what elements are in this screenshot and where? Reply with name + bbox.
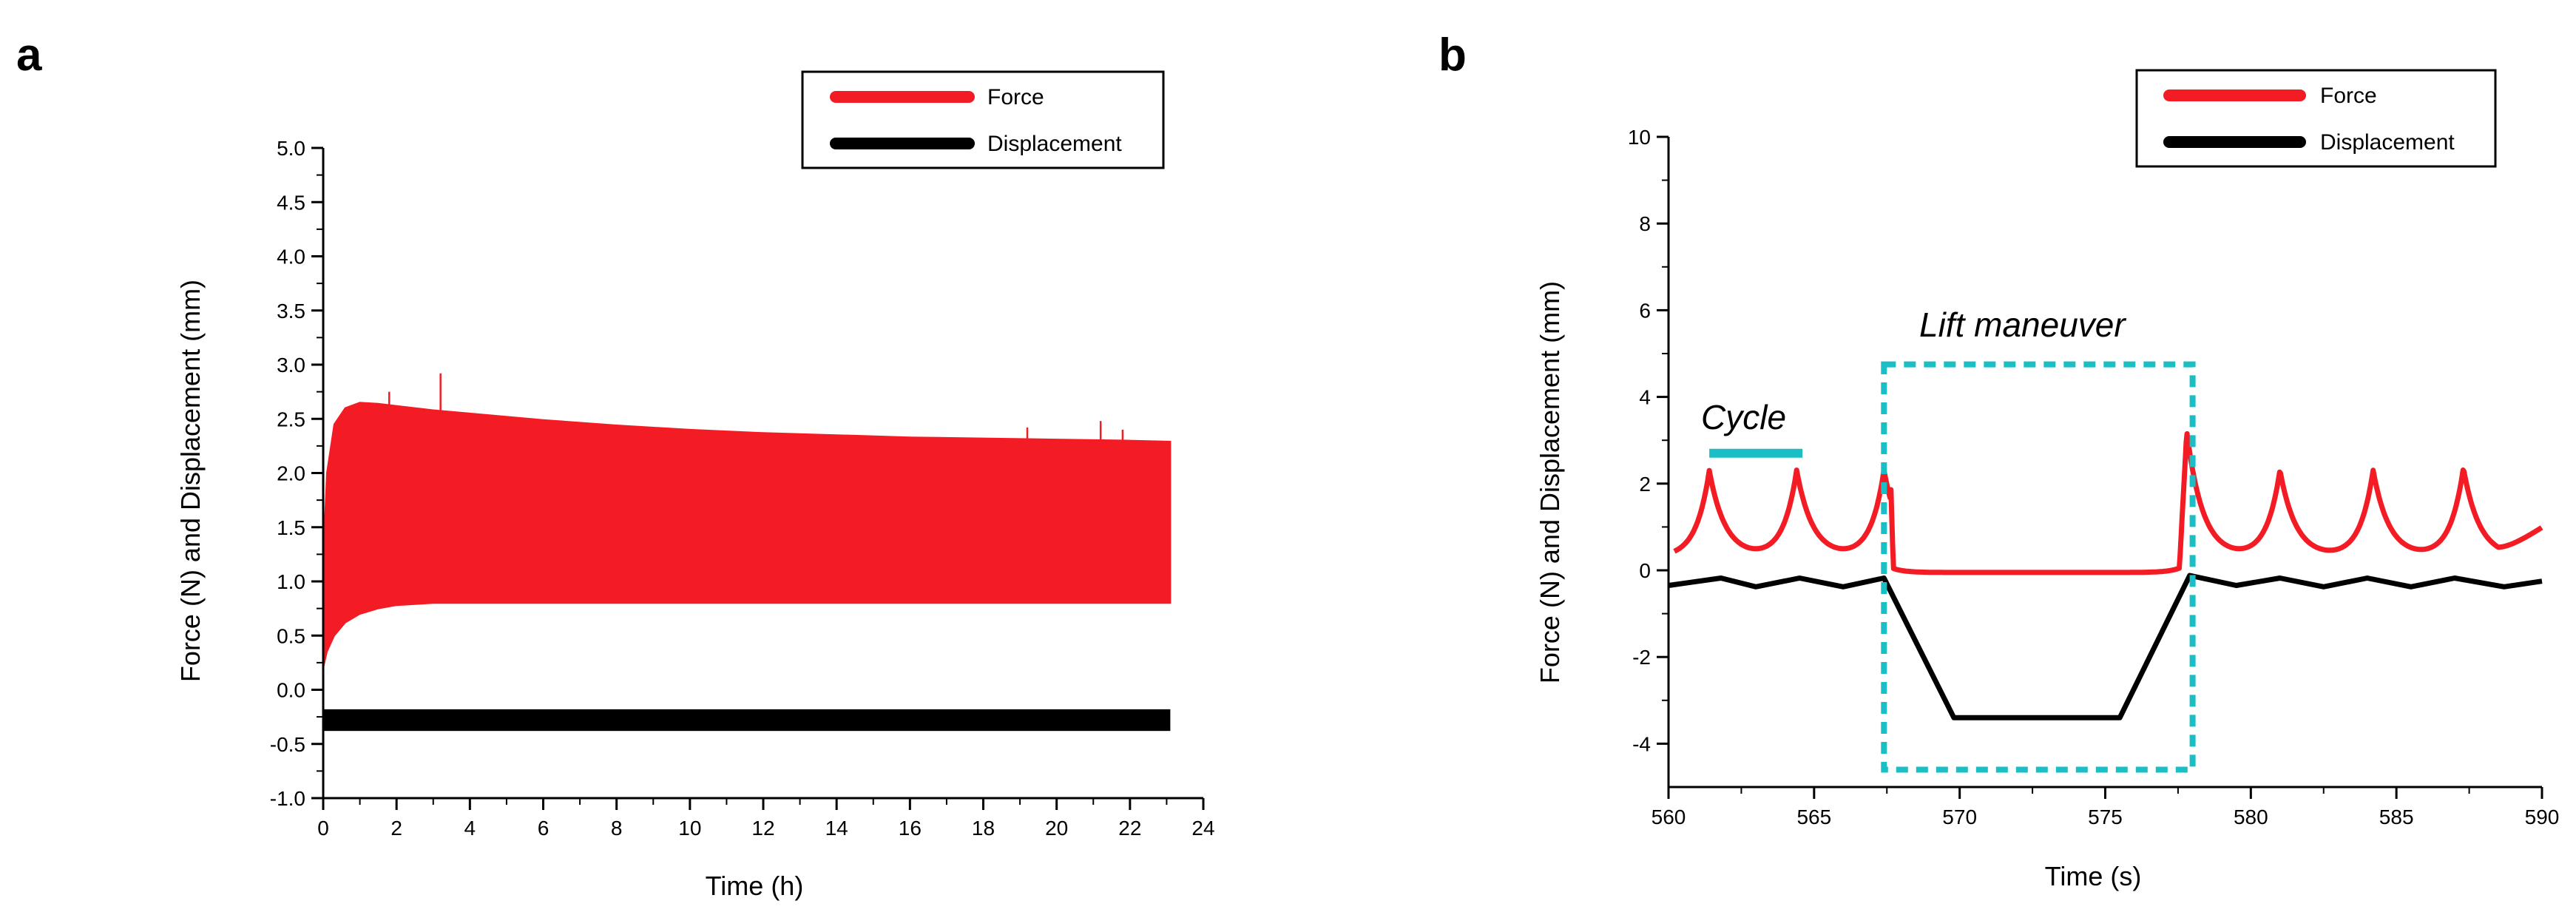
chart-b-x-axis-title: Time (s) [2045, 861, 2142, 891]
chart-a-y-tick-label: 0.5 [277, 624, 305, 647]
chart-b-x-tick-label: 570 [1942, 806, 1977, 828]
chart-a-y-tick-label: -1.0 [270, 787, 305, 810]
chart-b-y-axis-title: Force (N) and Displacement (mm) [1535, 281, 1565, 683]
chart-b-series-displacement-line [1668, 573, 2543, 720]
chart-b-y-tick-label: 10 [1628, 126, 1651, 149]
chart-a-x-tick-label: 20 [1045, 817, 1068, 840]
chart-a-legend-box [801, 70, 1165, 169]
chart-a-y-axis-title: Force (N) and Displacement (mm) [175, 280, 206, 682]
chart-a-y-tick-label: 2.0 [277, 462, 305, 485]
chart-a-legend: Force Displacement [801, 70, 1165, 169]
chart-a-axes: 0 2 4 6 8 10 12 14 16 18 20 22 24-1.0-0.50.00.51.01.… [270, 137, 1215, 840]
chart-a-plot-area [322, 373, 1172, 732]
chart-a: 0 2 4 6 8 10 12 14 16 18 20 22 24-1.0-0.50.00.51.01.… [175, 70, 1215, 901]
chart-b-legend: Force Displacement [2135, 69, 2497, 168]
chart-a-y-tick-label: 2.5 [277, 408, 305, 431]
chart-a-x-tick-label: 14 [825, 817, 848, 840]
chart-b: 560 565 570 575 580 585 590 -4 -2 0 2 4 6 8 10 Time (s… [1535, 69, 2560, 891]
chart-b-series-force-line [1672, 431, 2543, 575]
chart-a-x-tick-label: 18 [972, 817, 995, 840]
chart-a-y-tick-label: 4.5 [277, 191, 305, 214]
chart-a-y-tick-label: 0.0 [277, 679, 305, 702]
panel-letter-a: a [16, 30, 42, 81]
lift-maneuver-label: Lift maneuver [1919, 305, 2126, 344]
chart-a-x-tick-label: 10 [678, 817, 701, 840]
chart-a-y-tick-label: 5.0 [277, 137, 305, 160]
chart-b-x-tick-label: 580 [2234, 806, 2268, 828]
chart-a-x-tick-label: 16 [899, 817, 922, 840]
chart-a-y-tick-label: 3.5 [277, 300, 305, 323]
chart-a-y-tick-label: 1.0 [277, 570, 305, 593]
chart-b-y-tick-label: -4 [1632, 732, 1651, 755]
chart-b-y-tick-label: -2 [1632, 646, 1651, 669]
cycle-label: Cycle [1701, 398, 1786, 436]
chart-b-x-tick-label: 565 [1796, 806, 1831, 828]
chart-a-x-tick-label: 2 [391, 817, 402, 840]
chart-a-legend-label-displacement: Displacement [987, 132, 1122, 156]
chart-b-plot-area [1668, 361, 2543, 773]
lift-maneuver-box [1881, 361, 2196, 773]
chart-a-x-tick-label: 12 [751, 817, 774, 840]
chart-a-series-displacement-band [323, 709, 1171, 732]
chart-a-x-tick-label: 24 [1191, 817, 1214, 840]
chart-a-x-tick-label: 4 [464, 817, 476, 840]
chart-a-x-tick-label: 22 [1118, 817, 1141, 840]
chart-b-x-tick-label: 590 [2525, 806, 2560, 828]
chart-a-y-tick-label: -0.5 [270, 733, 305, 756]
chart-a-x-tick-label: 8 [611, 817, 623, 840]
panel-letter-b: b [1439, 30, 1467, 81]
chart-a-x-axis-title: Time (h) [706, 871, 804, 901]
chart-b-axes: 560 565 570 575 580 585 590 -4 -2 0 2 4 6 8 10 [1628, 126, 2560, 828]
chart-b-x-tick-label: 575 [2088, 806, 2123, 828]
chart-b-legend-label-force: Force [2320, 84, 2377, 108]
chart-a-y-tick-label: 1.5 [277, 516, 305, 539]
chart-b-y-tick-label: 4 [1639, 386, 1651, 409]
chart-b-legend-label-displacement: Displacement [2320, 130, 2455, 155]
chart-b-y-tick-label: 6 [1639, 299, 1651, 322]
chart-a-y-tick-label: 3.0 [277, 354, 305, 377]
chart-a-series-force-band [322, 402, 1172, 669]
chart-b-y-tick-label: 2 [1639, 473, 1651, 496]
chart-a-legend-label-force: Force [987, 85, 1044, 109]
chart-b-x-tick-label: 560 [1652, 806, 1686, 828]
chart-b-legend-box [2135, 69, 2497, 168]
chart-a-x-tick-label: 6 [538, 817, 550, 840]
chart-b-y-tick-label: 8 [1639, 212, 1651, 235]
chart-b-y-tick-label: 0 [1639, 559, 1651, 582]
chart-a-x-tick-label: 0 [317, 817, 329, 840]
chart-b-x-tick-label: 585 [2379, 806, 2414, 828]
chart-a-y-tick-label: 4.0 [277, 246, 305, 269]
